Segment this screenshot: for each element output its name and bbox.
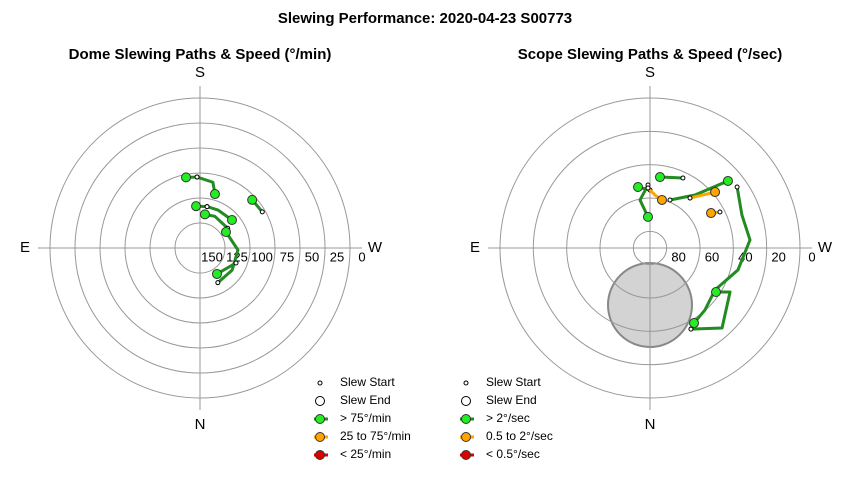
grid-ring — [74, 122, 326, 374]
grid-ring — [49, 97, 351, 399]
r-tick-label: 20 — [771, 249, 785, 264]
compass-label: E — [470, 239, 480, 256]
slew-start — [667, 197, 673, 203]
grid-ring — [149, 197, 251, 299]
legend-marker — [461, 414, 471, 424]
legend-label: < 25°/min — [340, 447, 391, 461]
polar-chart: Dome Slewing Paths & Speed (°/min)150 125… — [20, 46, 411, 461]
slew-end — [710, 187, 721, 198]
compass-label: S — [645, 64, 655, 81]
slew-start — [688, 326, 694, 332]
legend-start-symbol — [317, 380, 323, 386]
compass-label: E — [20, 239, 30, 256]
slew-start — [734, 184, 740, 190]
compass-label: S — [195, 64, 205, 81]
grid-ring — [99, 147, 301, 349]
slew-end — [722, 175, 733, 186]
slew-path — [692, 186, 752, 325]
legend-label: 25 to 75°/min — [340, 429, 411, 443]
slew-end — [181, 172, 192, 183]
chart-title: Dome Slewing Paths & Speed (°/min) — [69, 46, 332, 63]
r-tick-label: 150 — [201, 249, 223, 264]
slew-path — [690, 290, 732, 331]
slew-end — [689, 318, 700, 329]
legend-label: Slew Start — [340, 375, 395, 389]
legend-end-symbol — [461, 396, 471, 406]
grid-ring — [632, 230, 668, 266]
slew-path — [216, 231, 240, 284]
legend-marker — [461, 432, 471, 442]
legend-label: Slew End — [340, 393, 391, 407]
page-title: Slewing Performance: 2020-04-23 S00773 — [278, 10, 572, 27]
legend-label: < 0.5°/sec — [486, 447, 540, 461]
slew-end — [642, 211, 653, 222]
compass-label: W — [818, 239, 833, 256]
r-tick-label: 25 — [330, 249, 344, 264]
r-tick-label: 60 — [705, 249, 719, 264]
slew-start — [215, 280, 221, 286]
slew-end — [191, 201, 202, 212]
grid-ring — [599, 197, 701, 299]
slew-end — [656, 194, 667, 205]
grid-ring — [566, 164, 734, 332]
slew-end — [220, 227, 231, 238]
legend: Slew Start Slew End > 2°/sec 0.5 to 2°/sec <… — [460, 375, 553, 461]
compass-label: N — [645, 416, 656, 433]
slew-end — [633, 181, 644, 192]
r-tick-label: 0 — [808, 249, 815, 264]
slew-end — [211, 268, 222, 279]
slew-path — [206, 205, 233, 222]
chart-title: Scope Slewing Paths & Speed (°/sec) — [518, 46, 782, 63]
r-tick-label: 0 — [358, 249, 365, 264]
legend-marker — [461, 450, 471, 460]
legend-end-symbol — [315, 396, 325, 406]
slew-end — [654, 172, 665, 183]
legend-label: Slew Start — [486, 375, 541, 389]
slew-end — [247, 194, 258, 205]
legend-label: Slew End — [486, 393, 537, 407]
legend-label: > 2°/sec — [486, 411, 530, 425]
grid-ring — [499, 97, 801, 399]
slew-start — [680, 175, 686, 181]
r-tick-label: 80 — [671, 249, 685, 264]
slew-path — [669, 179, 729, 202]
slew-end — [199, 209, 210, 220]
slew-end — [226, 215, 237, 226]
slew-start — [259, 209, 265, 215]
legend-marker — [315, 414, 325, 424]
r-tick-label: 100 — [251, 249, 273, 264]
legend-label: 0.5 to 2°/sec — [486, 429, 553, 443]
slew-start — [204, 204, 210, 210]
legend-label: > 75°/min — [340, 411, 391, 425]
slew-start — [717, 209, 723, 215]
r-tick-label: 75 — [280, 249, 294, 264]
slew-start — [645, 185, 651, 191]
slew-start — [687, 195, 693, 201]
grid-ring — [532, 130, 768, 366]
slew-end — [706, 208, 717, 219]
slew-end — [711, 287, 722, 298]
compass-label: W — [368, 239, 383, 256]
grid-ring — [124, 172, 276, 324]
slew-start — [194, 174, 200, 180]
polar-chart: Scope Slewing Paths & Speed (°/sec)80 60 4… — [460, 46, 833, 461]
legend-marker — [315, 450, 325, 460]
compass-label: N — [195, 416, 206, 433]
legend-start-symbol — [463, 380, 469, 386]
legend-marker — [315, 432, 325, 442]
legend: Slew Start Slew End > 75°/min 25 to 75°/min… — [314, 375, 411, 461]
grid-ring — [174, 222, 226, 274]
slew-end — [209, 189, 220, 200]
r-tick-label: 50 — [305, 249, 319, 264]
slew-start — [233, 260, 239, 266]
